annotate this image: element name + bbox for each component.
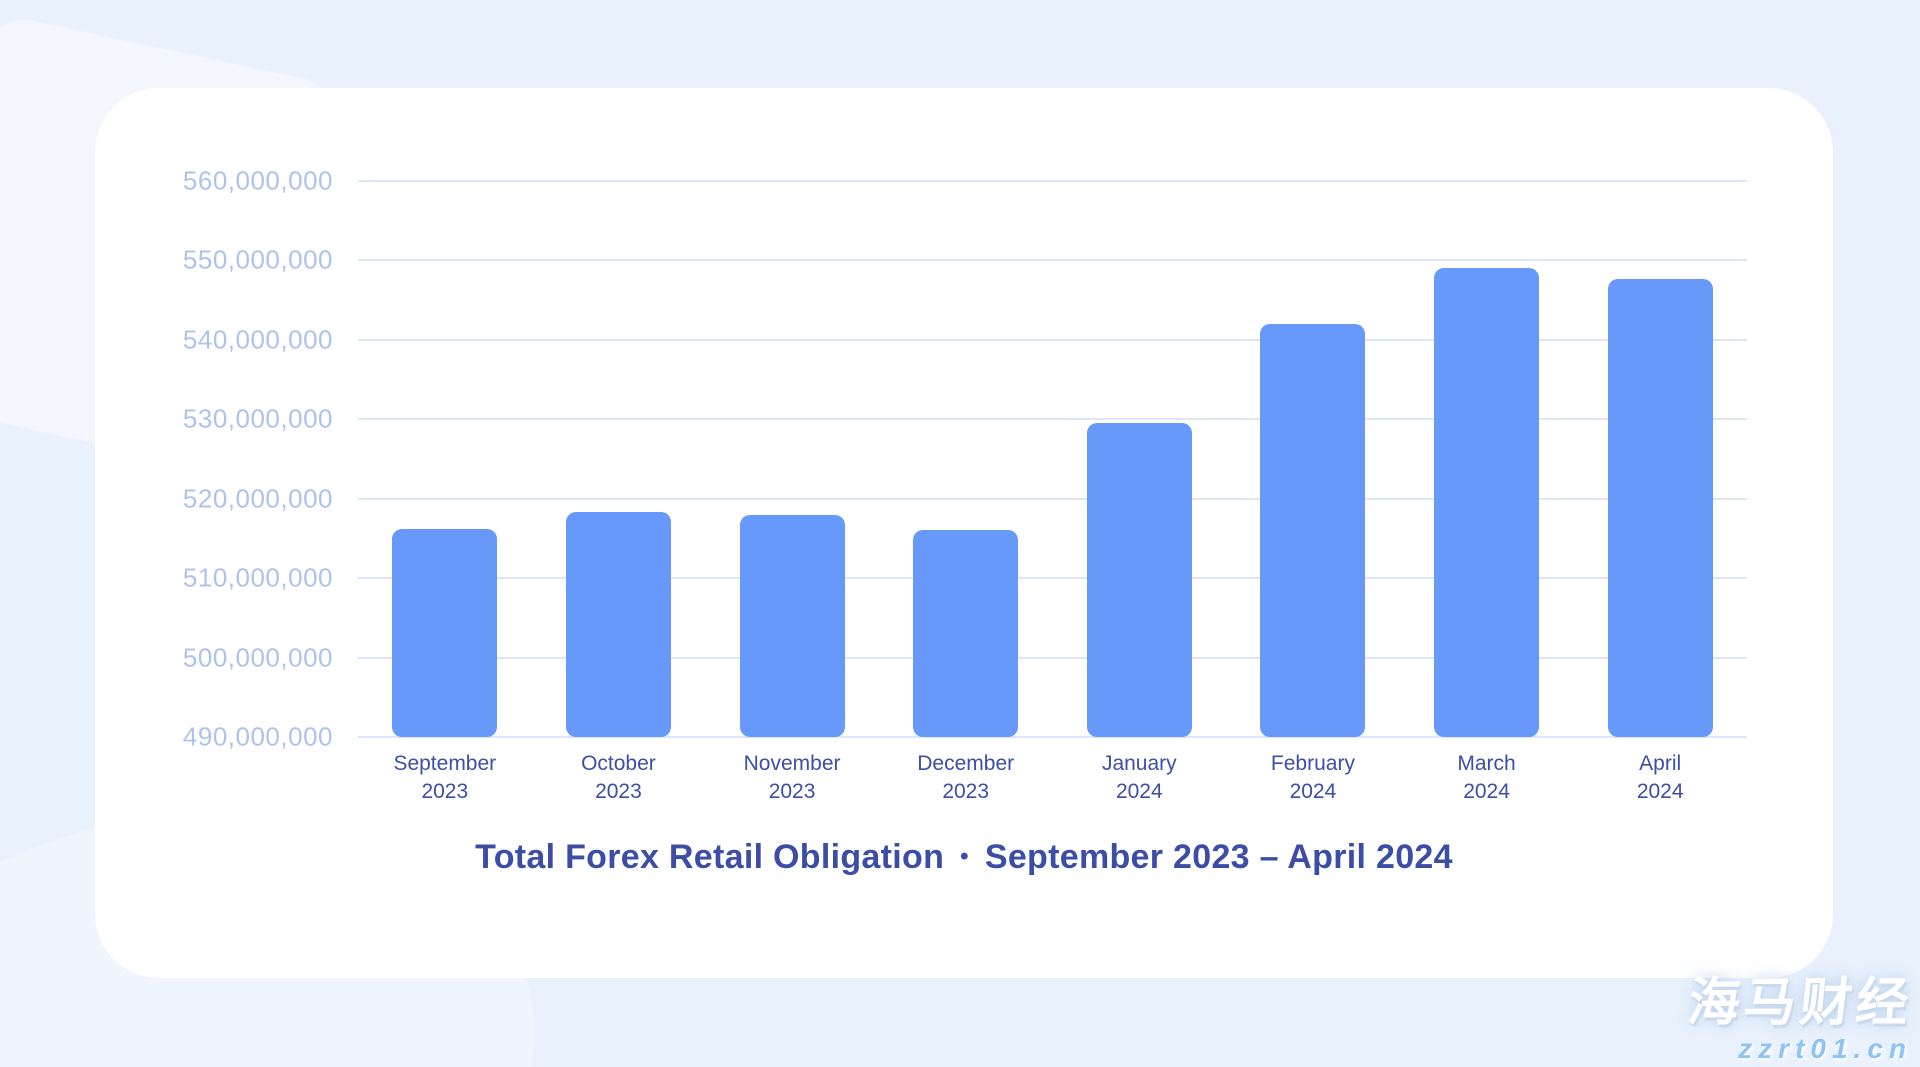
y-tick-label: 490,000,000	[182, 721, 333, 752]
plot-area	[358, 180, 1747, 738]
x-category-year: 2023	[942, 780, 990, 803]
chart-title-separator: •	[960, 843, 969, 870]
watermark-brand-text: 海马财经	[1684, 974, 1916, 1033]
gridline	[358, 736, 1747, 738]
y-axis: 560,000,000 550,000,000 540,000,000 530,000…	[95, 166, 333, 752]
x-category-label: March 2024	[1400, 750, 1574, 806]
bar-slot	[1573, 181, 1747, 737]
bar	[1260, 324, 1366, 737]
bar	[1434, 268, 1540, 737]
x-category-month: November	[743, 752, 841, 775]
y-tick-label: 540,000,000	[182, 324, 333, 355]
x-category-month: February	[1270, 752, 1355, 775]
chart-title-main: Total Forex Retail Obligation	[475, 838, 945, 876]
x-category-month: January	[1101, 752, 1177, 775]
x-category-label: January 2024	[1053, 750, 1227, 806]
gridline	[358, 656, 1747, 659]
x-category-label: December 2023	[879, 750, 1053, 806]
x-category-year: 2023	[421, 780, 469, 803]
gridline	[358, 497, 1747, 500]
chart-title-period: September 2023 – April 2024	[984, 838, 1453, 876]
bar-slot	[358, 181, 532, 737]
bar-slot	[1400, 181, 1574, 737]
x-category-year: 2023	[768, 780, 816, 803]
x-category-month: March	[1457, 752, 1516, 775]
bar	[1607, 279, 1713, 737]
gridline	[358, 418, 1747, 421]
x-category-month: April	[1639, 752, 1682, 775]
x-category-year: 2024	[1463, 780, 1510, 803]
chart-title: Total Forex Retail Obligation • September …	[95, 838, 1833, 877]
y-tick-label: 550,000,000	[182, 244, 333, 275]
x-category-year: 2024	[1115, 780, 1163, 803]
gridline	[358, 338, 1747, 341]
x-category-month: December	[917, 752, 1015, 775]
bar	[1086, 423, 1192, 737]
y-tick-label: 560,000,000	[182, 165, 333, 196]
x-category-month: October	[581, 752, 656, 775]
gridline	[358, 180, 1747, 182]
x-category-label: November 2023	[705, 750, 879, 806]
y-tick-label: 530,000,000	[182, 403, 333, 434]
watermark-site-text: zzrt01.cn	[1738, 1032, 1912, 1064]
gridline	[358, 577, 1747, 580]
bar	[392, 529, 498, 737]
bar	[913, 530, 1019, 737]
x-category-label: September 2023	[358, 750, 532, 806]
bar-series	[358, 181, 1747, 737]
bar-slot	[1226, 181, 1400, 737]
chart-card: 560,000,000 550,000,000 540,000,000 530,000…	[95, 88, 1833, 978]
x-category-year: 2023	[595, 780, 642, 803]
bar	[739, 515, 845, 737]
watermark: 海马财经 zzrt01.cn	[1684, 974, 1916, 1064]
x-category-year: 2024	[1289, 780, 1337, 803]
x-category-month: September	[393, 752, 497, 775]
bar	[565, 512, 671, 737]
bar-slot	[532, 181, 706, 737]
bar-slot	[705, 181, 879, 737]
x-category-label: April 2024	[1573, 750, 1747, 806]
bar-slot	[879, 181, 1053, 737]
x-category-year: 2024	[1636, 780, 1684, 803]
bar-slot	[1053, 181, 1227, 737]
x-category-label: October 2023	[532, 750, 706, 806]
x-axis: September 2023 October 2023 November 2023 Dece…	[358, 750, 1747, 806]
x-category-label: February 2024	[1226, 750, 1400, 806]
y-tick-label: 520,000,000	[182, 483, 333, 514]
gridline	[358, 259, 1747, 262]
y-tick-label: 500,000,000	[182, 642, 333, 673]
y-tick-label: 510,000,000	[182, 562, 333, 593]
